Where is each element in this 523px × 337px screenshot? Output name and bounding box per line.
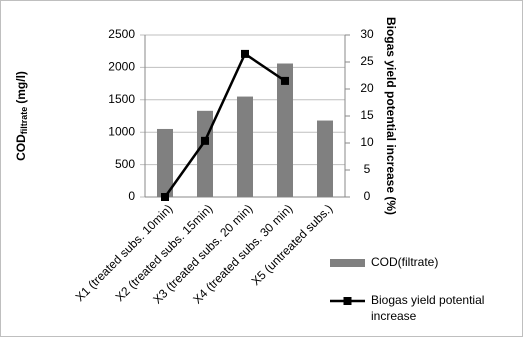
y2-tick-label: 30 [360, 27, 374, 41]
bar [277, 63, 293, 198]
y-tick-label: 1000 [108, 124, 135, 138]
marker [161, 193, 169, 201]
marker [281, 76, 289, 85]
legend-label: COD(filtrate) [371, 255, 438, 269]
bar [237, 96, 253, 197]
y2-axis-title: Biogas yield potential increase (%) [384, 17, 398, 215]
y-tick-label: 1500 [108, 92, 135, 106]
bar [317, 120, 333, 197]
y-tick-label: 2500 [108, 27, 135, 41]
bar [197, 110, 213, 197]
legend-label: Biogas yield potential increase [371, 293, 488, 323]
y2-tick-label: 5 [364, 162, 371, 176]
marker [241, 49, 249, 58]
line [163, 52, 286, 198]
y2-tick-label: 20 [360, 81, 374, 95]
y-tick-label: 0 [128, 189, 135, 203]
y2-tick-label: 10 [360, 135, 374, 149]
y2-tick-label: 15 [360, 108, 374, 122]
legend-marker [343, 297, 352, 305]
y2-tick-label: 25 [360, 54, 374, 68]
legend-swatch [330, 259, 365, 267]
y-axis-title: CODfiltrate (mg/l) [14, 71, 29, 161]
y2-tick-label: 0 [364, 189, 371, 203]
y-title-unit: (mg/l) [14, 71, 28, 104]
y-title-sub: filtrate [19, 107, 29, 135]
y-title-main: COD [14, 134, 28, 161]
y-tick-label: 500 [115, 157, 135, 171]
bar [157, 128, 173, 197]
y-tick-label: 2000 [108, 60, 135, 74]
marker [201, 136, 209, 145]
